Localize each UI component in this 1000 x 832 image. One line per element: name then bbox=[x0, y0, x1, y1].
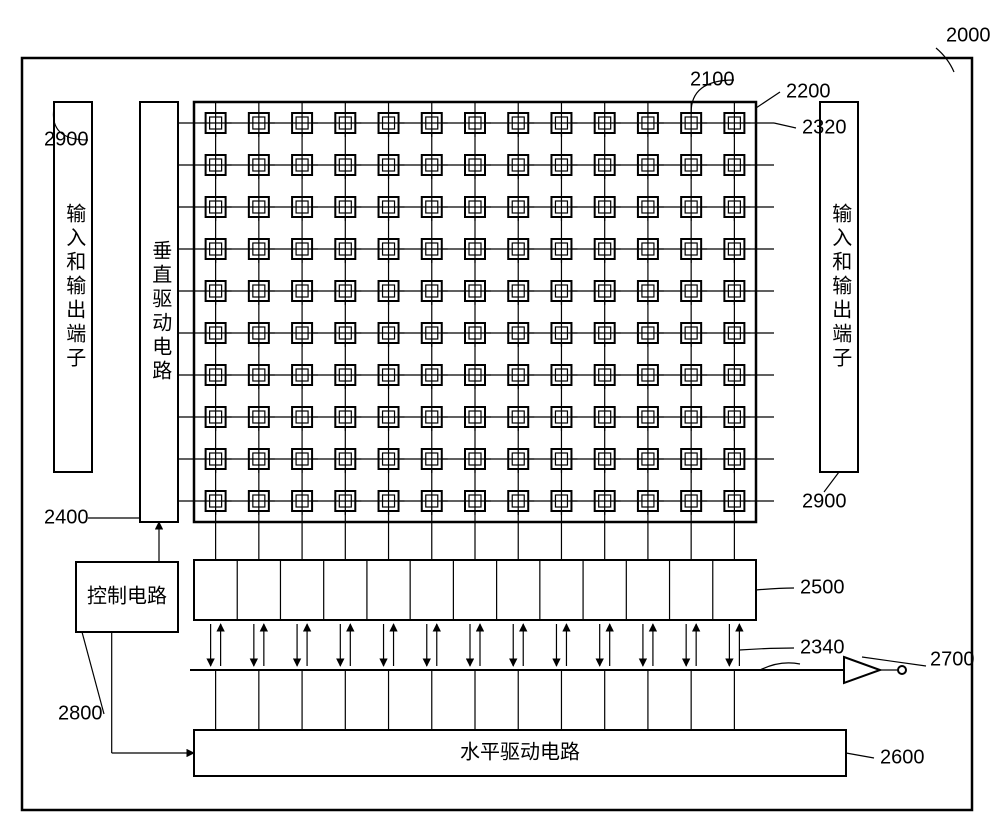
image-sensor-diagram: 垂直驱动电路 输入和输出端子 输入和输出端子水平驱动电路 控制电路 2000 2100 22… bbox=[10, 10, 1000, 822]
svg-text:2000: 2000 bbox=[946, 24, 991, 46]
svg-text:2100: 2100 bbox=[690, 68, 735, 90]
svg-text:垂直驱动电路: 垂直驱动电路 bbox=[149, 240, 172, 384]
svg-text:2340: 2340 bbox=[800, 636, 845, 658]
svg-text:2400: 2400 bbox=[44, 506, 89, 528]
svg-text:水平驱动电路: 水平驱动电路 bbox=[460, 740, 580, 763]
svg-text:2800: 2800 bbox=[58, 702, 103, 724]
svg-text:2320: 2320 bbox=[802, 116, 847, 138]
svg-text:2900: 2900 bbox=[802, 490, 847, 512]
svg-text:输入和输出端子: 输入和输出端子 bbox=[63, 203, 86, 371]
svg-text:输入和输出端子: 输入和输出端子 bbox=[829, 203, 852, 371]
svg-text:2500: 2500 bbox=[800, 576, 845, 598]
svg-text:2200: 2200 bbox=[786, 80, 831, 102]
svg-text:控制电路: 控制电路 bbox=[87, 584, 167, 607]
svg-text:2700: 2700 bbox=[930, 648, 975, 670]
svg-text:2600: 2600 bbox=[880, 746, 925, 768]
